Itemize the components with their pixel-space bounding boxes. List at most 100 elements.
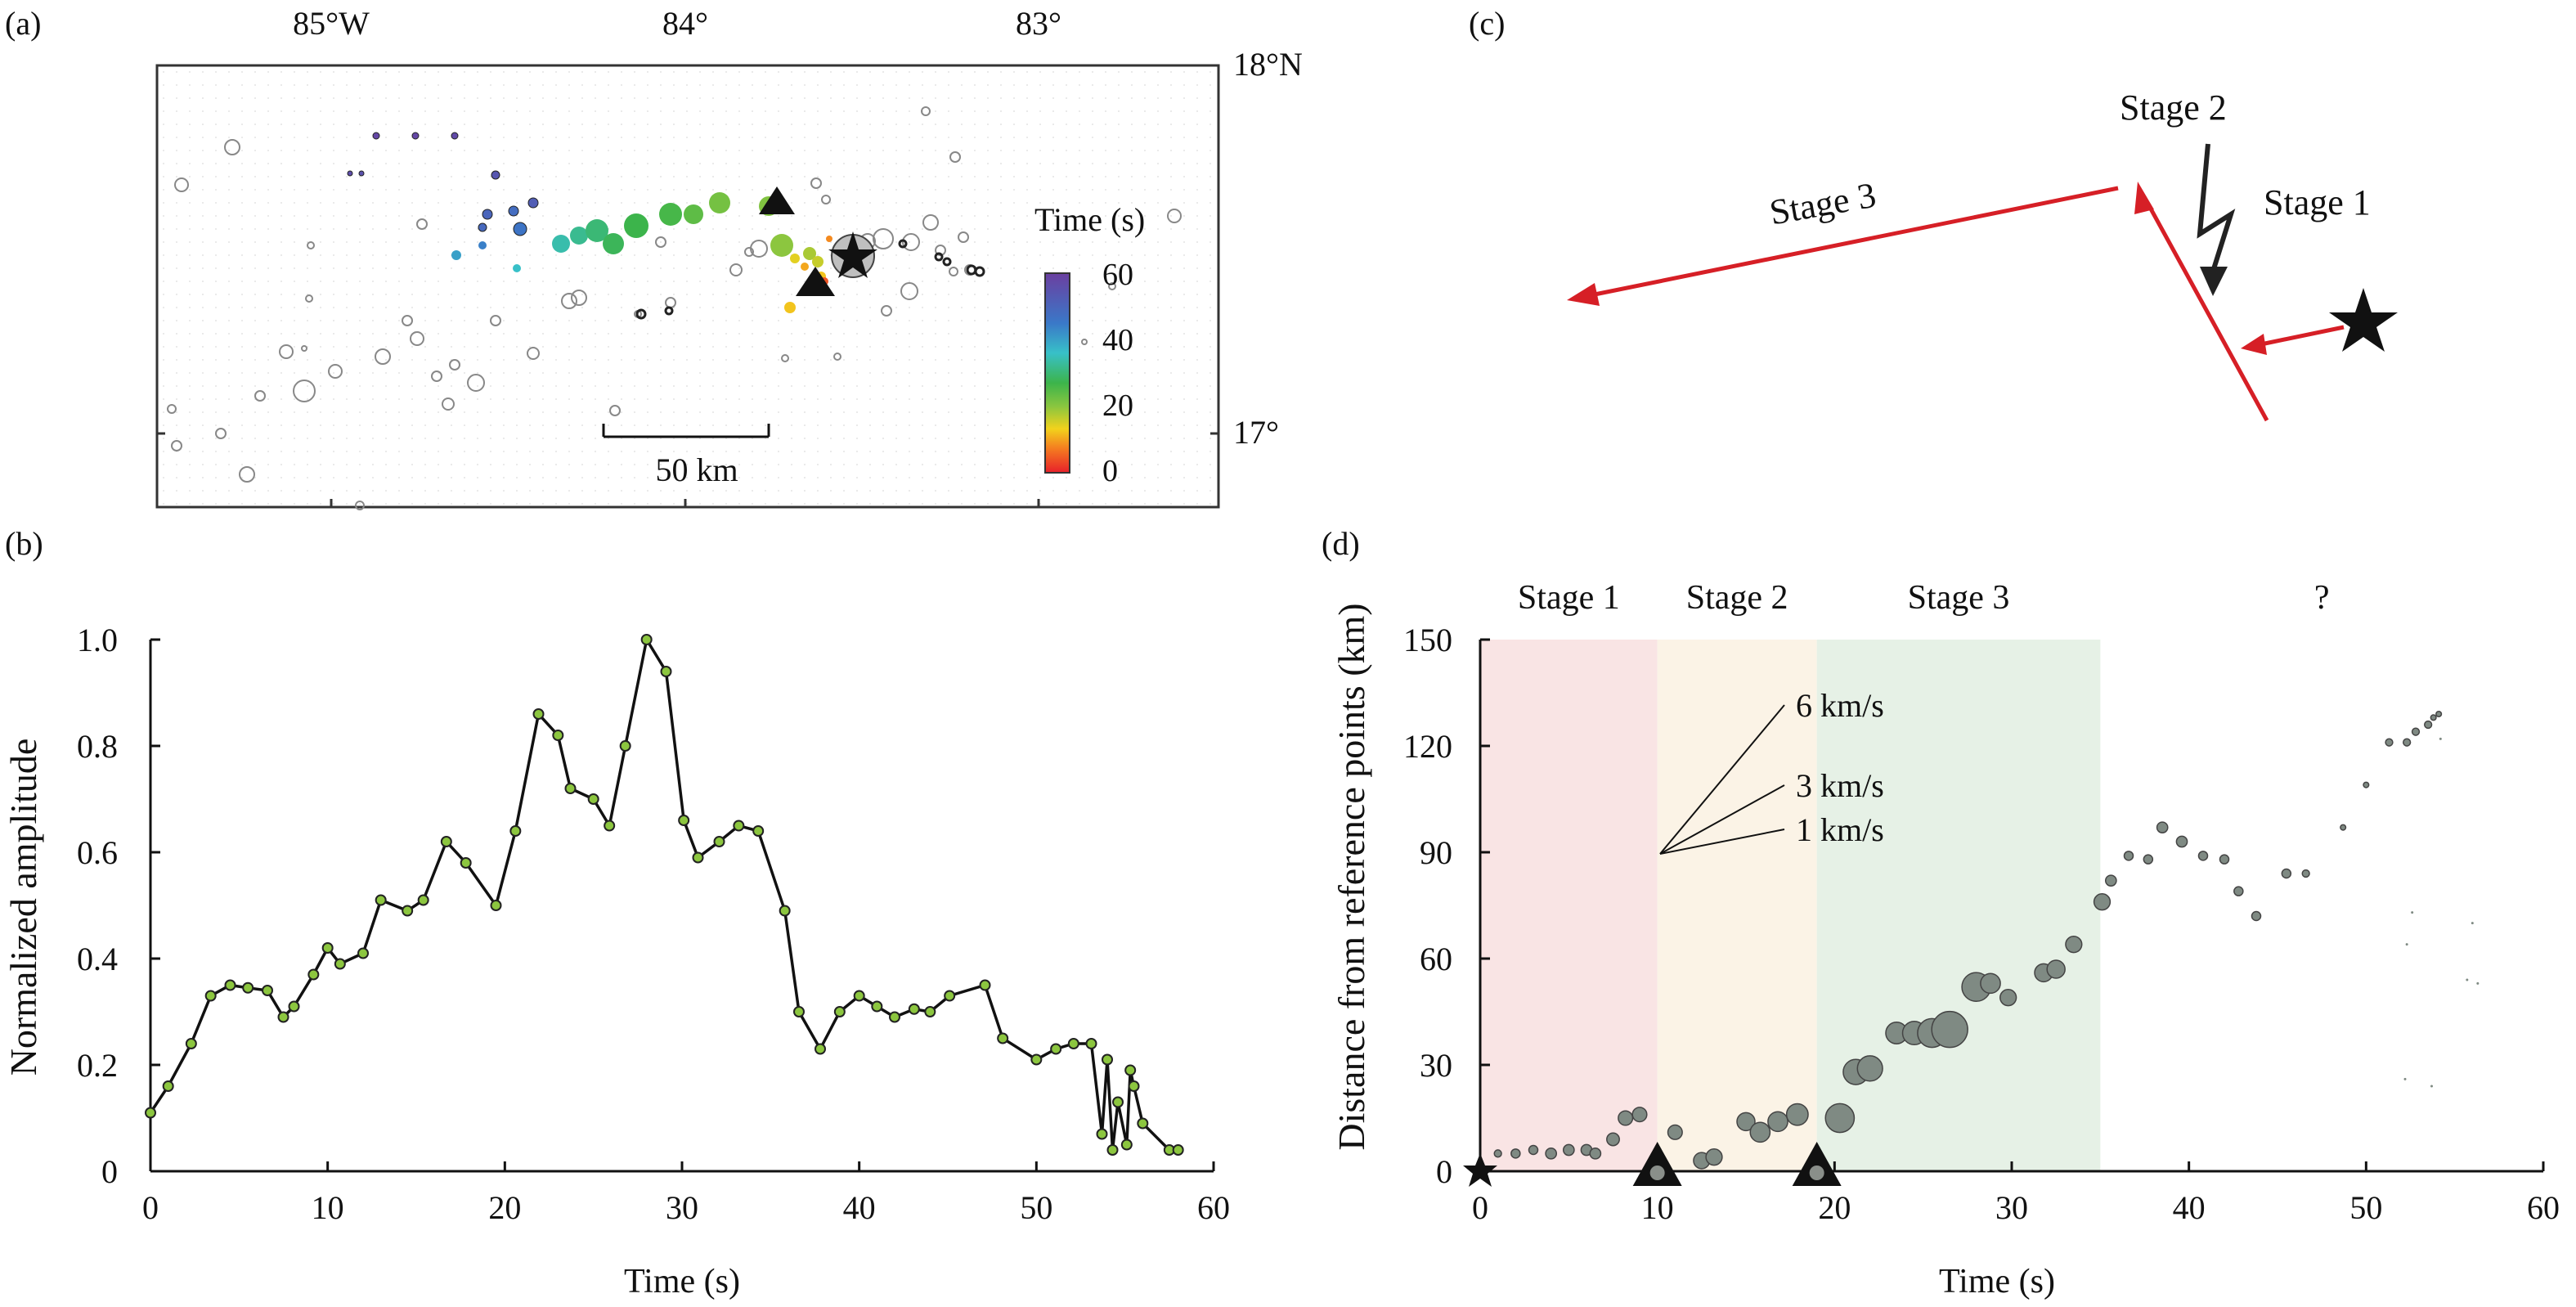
distance-point <box>1589 1147 1602 1160</box>
map-hotspot-circle <box>770 234 793 257</box>
stage-band-label: Stage 2 <box>1686 579 1788 617</box>
amplitude-point <box>678 815 690 826</box>
arrowhead-icon <box>2134 182 2154 214</box>
map-event-circle <box>239 466 255 483</box>
map-hotspot-circle <box>570 227 588 245</box>
scale-bar <box>602 424 770 438</box>
chart-b-ylabel: Normalized amplitude <box>2 739 44 1076</box>
map-hotspot-circle <box>508 205 519 217</box>
distance-point <box>2175 835 2188 848</box>
map-event-circle <box>449 359 460 371</box>
stage-band-label: Stage 3 <box>1908 579 2010 617</box>
stage-band <box>1816 640 2101 1171</box>
distance-point <box>2301 869 2310 878</box>
map-event-circle <box>664 306 674 316</box>
distance-point <box>2411 727 2421 736</box>
map-frame <box>155 64 1220 509</box>
amplitude-point <box>204 990 217 1002</box>
map-event-circle <box>744 247 754 257</box>
chart-d-y-tick-label: 150 <box>1403 622 1452 658</box>
map-event-circle <box>410 331 424 346</box>
lon-label-84: 84° <box>662 5 708 42</box>
chart-b-x-tick-label: 20 <box>488 1189 521 1226</box>
colorbar-tick: 40 <box>1102 323 1133 357</box>
map-tick-marks <box>157 64 1218 507</box>
amplitude-point <box>532 708 545 720</box>
map-event-circle <box>934 252 944 262</box>
chart-b-y-tick-label: 0.2 <box>77 1047 118 1084</box>
distance-point <box>1631 1107 1648 1123</box>
map-event-circle <box>781 354 789 362</box>
map-event-circle <box>921 106 931 116</box>
distance-point <box>1785 1103 1809 1126</box>
amplitude-point <box>224 979 236 991</box>
chart-b-y-tick-label: 0.4 <box>77 941 118 977</box>
distance-point <box>2251 910 2262 922</box>
chart-b-xlabel: Time (s) <box>624 1263 740 1300</box>
amplitude-point <box>185 1038 197 1049</box>
map-event-circle <box>949 151 961 163</box>
distance-point <box>2439 737 2442 740</box>
map-event-circle <box>254 390 266 402</box>
amplitude-point <box>752 825 765 837</box>
amplitude-point <box>1050 1043 1062 1055</box>
velocity-line <box>1659 829 1785 855</box>
panel-d: (d) Stage 1 Stage 2 Stage 3? 0 10 20 30 40 50 60… <box>1322 525 2560 1300</box>
amplitude-point <box>1172 1144 1184 1156</box>
map-event-circle <box>279 344 294 359</box>
map-hotspot-circle <box>552 235 570 253</box>
amplitude-point <box>321 942 334 954</box>
stage-band-label: Stage 1 <box>1518 579 1620 617</box>
map-hotspot-circle <box>586 219 608 242</box>
amplitude-point <box>1124 1064 1137 1076</box>
amplitude-point <box>619 740 631 752</box>
map-hotspot-circle <box>478 222 487 232</box>
map-event-circle <box>833 353 841 361</box>
map-event-circle <box>810 177 822 189</box>
map-hotspot-circle <box>603 233 624 254</box>
map-hotspot-circle <box>358 170 365 177</box>
amplitude-point <box>242 981 254 994</box>
rupture-path <box>1567 182 2345 422</box>
colorbar-tick: 20 <box>1102 389 1133 423</box>
map-event-circle <box>328 364 343 379</box>
map-event-circle <box>571 290 587 306</box>
map-event-circle <box>821 195 831 204</box>
map-event-circle <box>1081 339 1088 345</box>
map-hotspot-circle <box>826 236 832 242</box>
chart-b-x-tick-label: 30 <box>666 1189 698 1226</box>
map-event-circle <box>902 233 920 251</box>
map-event-circle <box>224 139 240 155</box>
map-event-circle <box>215 428 227 439</box>
map-event-circle <box>609 405 621 416</box>
colorbar-tick: 0 <box>1102 454 1118 488</box>
map-event-circle <box>293 380 316 402</box>
map-event-circle <box>881 305 892 317</box>
chart-d-x-tick-label: 60 <box>2527 1189 2560 1226</box>
distance-point <box>2403 1077 2407 1080</box>
epicenter-star-icon <box>2329 288 2398 352</box>
map-hotspot-circle <box>491 170 500 180</box>
amplitude-point <box>357 947 369 959</box>
arrowhead-icon <box>2241 334 2267 355</box>
map-hotspot-circle <box>527 197 539 209</box>
stage-band <box>1480 640 1658 1171</box>
map-event-circle <box>301 345 307 352</box>
amplitude-point <box>552 730 564 741</box>
map-radiation-hotspots <box>347 132 846 313</box>
map-hotspot-circle <box>784 302 796 313</box>
amplitude-point <box>307 968 320 981</box>
amplitude-point <box>815 1043 826 1055</box>
colorbar-ticks: 60 40 20 0 <box>1102 258 1133 488</box>
velocity-line-label: 1 km/s <box>1796 811 1884 848</box>
distance-point <box>1824 1103 1856 1134</box>
distance-point <box>2471 922 2474 925</box>
distance-point <box>1980 972 2001 995</box>
chart-d-points <box>1493 710 2480 1170</box>
amplitude-point <box>288 1000 300 1013</box>
panel-label-a: (a) <box>5 5 41 42</box>
station-triangle-icon <box>1632 1142 1682 1186</box>
amplitude-point <box>997 1032 1009 1044</box>
chart-d-x-tick-label: 30 <box>1995 1189 2028 1226</box>
